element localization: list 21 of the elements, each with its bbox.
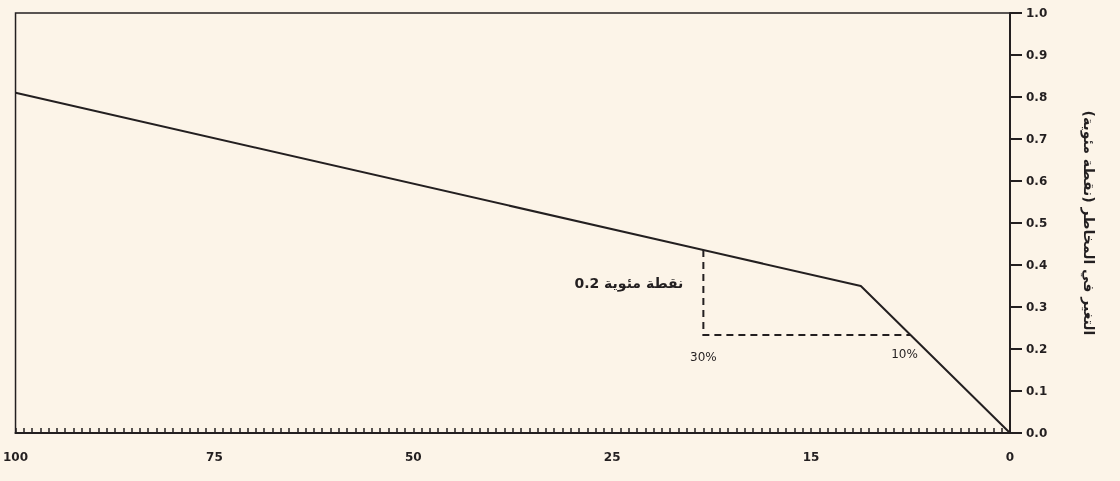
y-tick-label: 1.0 [1026, 6, 1048, 20]
annotation: 0.2 نقطة مئوية [574, 274, 684, 292]
y-axis-title: التغير في المخاطر (نقطة مئوية) [1080, 110, 1097, 336]
x-tick-label: 25 [603, 450, 621, 464]
annotation: 30% [690, 350, 717, 364]
y-tick-label: 0.5 [1026, 216, 1048, 230]
y-tick-label: 0.8 [1026, 90, 1048, 104]
x-tick-label: 50 [404, 450, 422, 464]
annotation: 10% [891, 347, 918, 362]
x-tick-label: 100 [2, 450, 29, 464]
y-tick-label: 0.3 [1026, 300, 1048, 314]
y-tick-label: 0.2 [1026, 342, 1048, 356]
y-tick-label: 0.9 [1026, 48, 1048, 62]
y-tick-label: 0.7 [1026, 132, 1048, 146]
y-tick-label: 0.0 [1026, 426, 1048, 440]
y-tick-label: 0.1 [1026, 384, 1048, 398]
x-tick-label: 75 [206, 450, 223, 464]
x-tick-label: 15 [802, 450, 820, 464]
x-tick-label: 0 [1005, 450, 1015, 464]
y-tick-label: 0.4 [1026, 258, 1048, 272]
y-tick-label: 0.6 [1026, 174, 1048, 188]
